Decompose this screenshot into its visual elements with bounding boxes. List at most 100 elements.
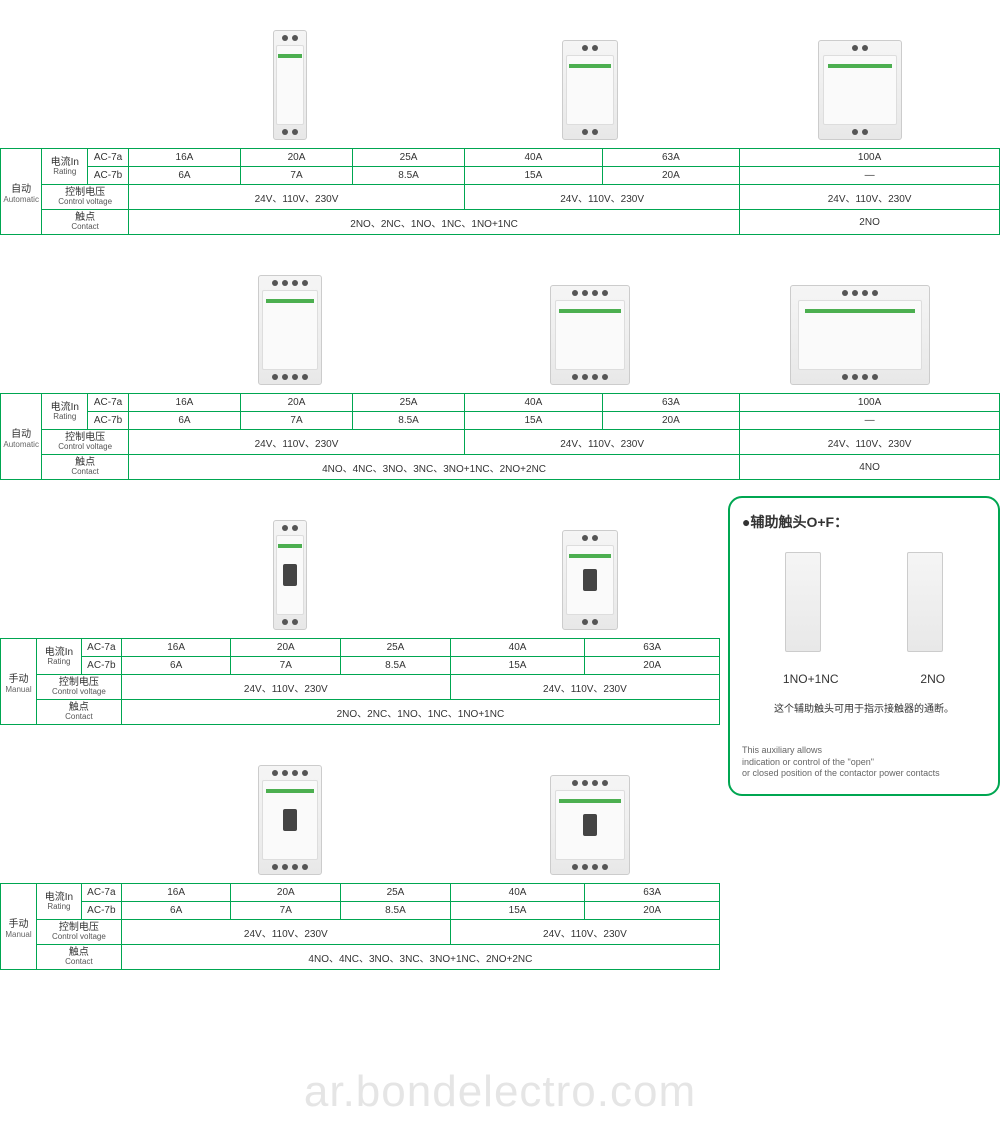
ac7a-label: AC-7a <box>88 149 129 167</box>
ac7a-value: 20A <box>231 884 341 902</box>
contact-label: 触点Contact <box>36 945 121 970</box>
contact-value: 4NO、4NC、3NO、3NC、3NO+1NC、2NO+2NC <box>128 455 739 480</box>
ac7a-value: 16A <box>121 884 231 902</box>
ac7b-label: AC-7b <box>81 902 121 920</box>
contact-label: 触点Contact <box>36 700 121 725</box>
ac7b-value: 15A <box>465 412 603 430</box>
ac7a-value: 25A <box>353 149 465 167</box>
ac7b-value: 8.5A <box>341 902 451 920</box>
ac7a-value: 40A <box>465 149 603 167</box>
ac7a-label: AC-7a <box>81 884 121 902</box>
aux-note-cn: 这个辅助触头可用于指示接触器的通断。 <box>742 700 986 715</box>
current-label: 电流InRating <box>36 884 81 920</box>
ac7a-label: AC-7a <box>81 639 121 657</box>
voltage-label: 控制电压Control voltage <box>36 675 121 700</box>
ac7a-value: 25A <box>353 394 465 412</box>
ac7b-value: 8.5A <box>353 167 465 185</box>
ac7b-label: AC-7b <box>88 167 129 185</box>
contact-value: 4NO <box>740 455 1000 480</box>
ac7b-value: 6A <box>128 412 240 430</box>
ac7b-value: 8.5A <box>353 412 465 430</box>
ac7a-value: 40A <box>450 884 585 902</box>
device-image <box>273 520 307 630</box>
ac7b-label: AC-7b <box>81 657 121 675</box>
ac7b-value: 20A <box>585 657 720 675</box>
device-image <box>258 765 322 875</box>
ac7a-value: 63A <box>602 149 740 167</box>
ac7b-value: 20A <box>602 167 740 185</box>
aux-device-image <box>785 552 821 652</box>
ac7a-value: 16A <box>121 639 231 657</box>
ac7b-value: 6A <box>121 657 231 675</box>
ac7b-value: 15A <box>465 167 603 185</box>
device-image <box>562 530 618 630</box>
ac7a-value: 63A <box>585 884 720 902</box>
ac7b-value: 20A <box>585 902 720 920</box>
current-label: 电流InRating <box>36 639 81 675</box>
voltage-value: 24V、110V、230V <box>465 185 740 210</box>
voltage-value: 24V、110V、230V <box>121 920 450 945</box>
ac7b-value: — <box>740 412 1000 430</box>
ac7b-value: 20A <box>602 412 740 430</box>
voltage-value: 24V、110V、230V <box>450 675 719 700</box>
aux-title: ●辅助触头O+F： <box>742 512 986 532</box>
ac7a-value: 40A <box>465 394 603 412</box>
contact-value: 2NO <box>740 210 1000 235</box>
voltage-label: 控制电压Control voltage <box>36 920 121 945</box>
spec-section-1: 自动Automatic 电流InRatingAC-7a16A20A25A40A6… <box>0 245 1000 480</box>
voltage-value: 24V、110V、230V <box>121 675 450 700</box>
contact-value: 2NO、2NC、1NO、1NC、1NO+1NC <box>128 210 739 235</box>
side-label: 手动Manual <box>1 639 37 725</box>
ac7a-value: 25A <box>341 639 451 657</box>
ac7b-value: 6A <box>128 167 240 185</box>
spec-table: 手动Manual 电流InRatingAC-7a16A20A25A40A63A … <box>0 638 720 725</box>
contact-value: 4NO、4NC、3NO、3NC、3NO+1NC、2NO+2NC <box>121 945 719 970</box>
ac7a-value: 16A <box>128 394 240 412</box>
spec-table: 手动Manual 电流InRatingAC-7a16A20A25A40A63A … <box>0 883 720 970</box>
voltage-value: 24V、110V、230V <box>128 430 464 455</box>
ac7b-value: 15A <box>450 657 585 675</box>
spec-table: 自动Automatic 电流InRatingAC-7a16A20A25A40A6… <box>0 148 1000 235</box>
ac7a-value: 20A <box>240 149 352 167</box>
ac7a-value: 63A <box>602 394 740 412</box>
ac7b-value: 15A <box>450 902 585 920</box>
ac7a-value: 100A <box>740 394 1000 412</box>
voltage-value: 24V、110V、230V <box>465 430 740 455</box>
spec-section-3: 手动Manual 电流InRatingAC-7a16A20A25A40A63A … <box>0 735 720 970</box>
ac7b-label: AC-7b <box>88 412 129 430</box>
device-image <box>562 40 618 140</box>
device-image <box>550 285 630 385</box>
side-label: 自动Automatic <box>1 149 42 235</box>
voltage-label: 控制电压Control voltage <box>42 185 129 210</box>
spec-section-2: 手动Manual 电流InRatingAC-7a16A20A25A40A63A … <box>0 490 720 725</box>
voltage-value: 24V、110V、230V <box>128 185 464 210</box>
ac7a-value: 40A <box>450 639 585 657</box>
ac7a-value: 20A <box>240 394 352 412</box>
ac7a-value: 100A <box>740 149 1000 167</box>
voltage-value: 24V、110V、230V <box>740 430 1000 455</box>
voltage-value: 24V、110V、230V <box>450 920 719 945</box>
ac7b-value: — <box>740 167 1000 185</box>
aux-label: 2NO <box>920 672 945 686</box>
watermark: ar.bondelectro.com <box>304 1067 696 1117</box>
voltage-label: 控制电压Control voltage <box>42 430 129 455</box>
device-image <box>818 40 902 140</box>
ac7b-value: 7A <box>240 167 352 185</box>
ac7b-value: 8.5A <box>341 657 451 675</box>
ac7a-label: AC-7a <box>88 394 129 412</box>
current-label: 电流InRating <box>42 149 88 185</box>
voltage-value: 24V、110V、230V <box>740 185 1000 210</box>
aux-device-image <box>907 552 943 652</box>
ac7b-value: 7A <box>231 902 341 920</box>
current-label: 电流InRating <box>42 394 88 430</box>
ac7a-value: 63A <box>585 639 720 657</box>
auxiliary-box: ●辅助触头O+F： 1NO+1NC 2NO 这个辅助触头可用于指示接触器的通断。… <box>728 496 1000 796</box>
ac7b-value: 7A <box>240 412 352 430</box>
contact-value: 2NO、2NC、1NO、1NC、1NO+1NC <box>121 700 719 725</box>
ac7a-value: 20A <box>231 639 341 657</box>
aux-note-en: This auxiliary allowsindication or contr… <box>742 745 986 780</box>
device-image <box>550 775 630 875</box>
device-image <box>790 285 930 385</box>
spec-section-0: 自动Automatic 电流InRatingAC-7a16A20A25A40A6… <box>0 0 1000 235</box>
device-image <box>258 275 322 385</box>
